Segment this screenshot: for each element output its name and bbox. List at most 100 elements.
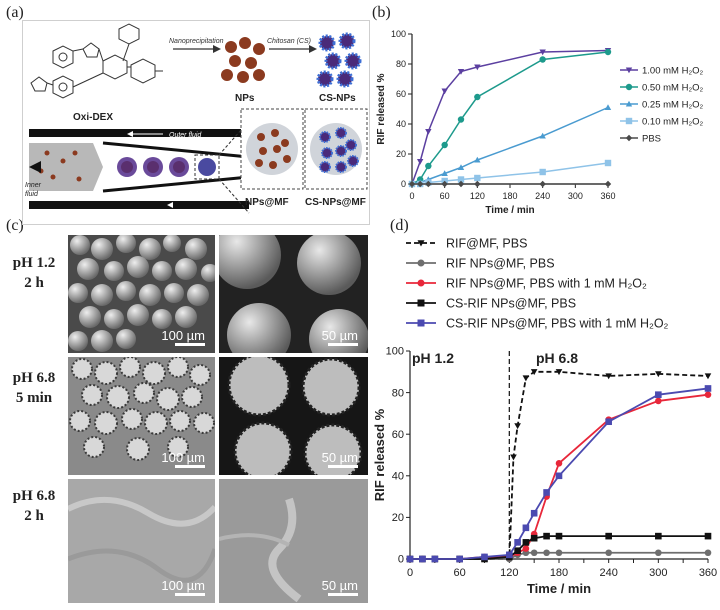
legend-label: PBS [642,134,661,145]
x-tick-label: 240 [535,191,550,201]
legend-label: CS-RIF NPs@MF, PBS [446,297,576,311]
oxi-dex-label: Oxi-DEX [73,112,113,123]
outer-fluid-arrow-icon [167,202,173,208]
data-point [655,371,662,378]
x-tick-label: 0 [407,567,413,579]
data-point [425,128,432,135]
data-point [555,472,563,480]
row-label-3: pH 6.8 2 h [4,486,64,526]
series-line [412,162,609,185]
data-point [704,532,712,540]
data-point [555,369,563,376]
legend-label: RIF@MF, PBS [446,237,527,251]
data-point [704,385,712,392]
data-point [431,555,439,563]
y-tick-label: 20 [396,149,406,159]
scale-bar [328,343,358,346]
data-point [605,549,612,557]
data-point [406,555,414,563]
data-point [474,174,481,182]
data-point [416,180,424,188]
y-tick-label: 0 [398,554,404,566]
data-point [441,141,448,149]
y-tick-label: 60 [392,429,404,441]
data-point [539,56,546,63]
x-tick-label: 180 [550,567,568,579]
legend-marker [625,100,633,107]
data-point [704,391,712,398]
y-tick-label: 40 [396,119,406,129]
data-point [441,88,448,95]
data-point [530,509,538,517]
legend-marker [625,117,633,125]
data-point [474,180,481,188]
y-axis-label: RIF released % [376,73,387,144]
data-point [604,104,612,111]
panel-label-a: (a) [6,4,24,21]
scale-bar [175,465,205,468]
chart-b: 0 20 40 60 80 100 0 60 120 180 240 300 360 Time / min… [376,29,704,216]
y-axis-label: RIF released % [372,408,387,501]
data-point [555,549,563,557]
oxi-dex-structure-icon [30,23,163,99]
scale-bar [328,593,358,596]
data-point [510,454,517,461]
legend-marker [417,240,425,247]
scale-bar [175,343,205,346]
outer-fluid-label: Outer fluid [169,132,202,139]
data-point [539,180,546,188]
data-point [604,48,612,56]
x-tick-label: 300 [649,567,667,579]
data-point [655,391,662,398]
y-tick-label: 100 [386,346,404,358]
legend-marker [625,67,633,74]
row-2-time: 5 min [15,390,53,406]
sem-image-row1-high: 50 µm [219,235,368,353]
data-point [408,180,416,188]
data-point [555,532,563,540]
legend-marker [417,259,425,267]
scale-label: 50 µm [321,328,358,343]
y-tick-label: 80 [396,59,406,69]
row-3-time: 2 h [24,508,44,524]
y-tick-label: 80 [392,387,404,399]
microfluidic-device [29,120,250,214]
data-point [543,489,550,496]
panel-label-c: (c) [6,217,24,234]
data-point [605,373,612,380]
data-point [425,162,432,170]
x-tick-label: 180 [502,191,517,201]
row-label-1: pH 1.2 2 h [4,253,64,293]
data-point [655,532,662,540]
chart-d: RIF@MF, PBS RIF NPs@MF, PBS RIF NPs@MF, PB… [372,237,717,597]
row-1-condition: pH 1.2 [12,255,56,271]
arrow-right-icon [213,45,221,53]
schematic-svg: Oxi-DEX Nanoprecipitation Chitosan (CS) … [25,23,368,214]
data-point [457,164,465,171]
x-tick-label: 0 [409,191,414,201]
y-tick-label: 100 [391,29,406,39]
data-point [530,534,538,542]
data-point [425,180,432,188]
x-tick-label: 240 [599,567,617,579]
panel-a-schematic: Oxi-DEX Nanoprecipitation Chitosan (CS) … [22,20,370,225]
region-label-ph-1-2: pH 1.2 [412,350,454,366]
region-label-ph-6-8: pH 6.8 [536,350,578,366]
data-point [704,549,712,557]
scale-label: 50 µm [321,450,358,465]
data-point [530,369,538,376]
panel-label-b: (b) [372,4,391,21]
data-point [457,180,465,188]
sem-image-row2-high: 50 µm [219,357,368,475]
data-point [605,532,612,540]
scale-label: 100 µm [161,578,205,593]
sem-image-row3-high: 50 µm [219,479,368,603]
row-label-2: pH 6.8 5 min [4,368,64,408]
sem-image-grid: 100 µm 50 µm 100 µm [68,235,368,603]
nps-mf-label: NPs@MF [245,197,289,208]
data-point [416,158,424,165]
cs-nps-label: CS-NPs [319,93,356,104]
inner-fluid-label-2: fluid [25,191,39,198]
chitosan-label: Chitosan (CS) [267,38,311,45]
x-tick-label: 120 [470,191,485,201]
